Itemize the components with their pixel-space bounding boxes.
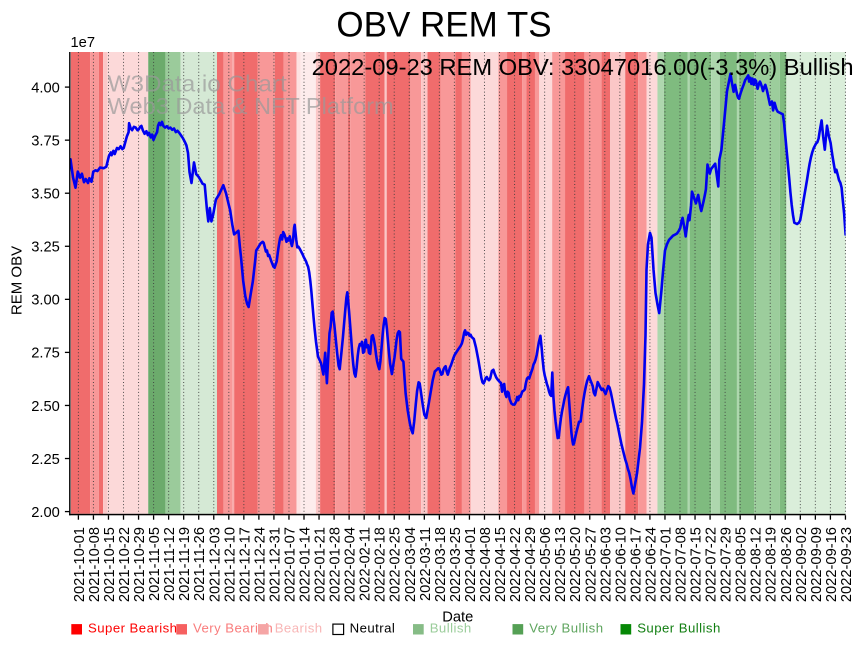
svg-text:2022-09-16: 2022-09-16 [824,527,840,602]
svg-text:2022-01-14: 2022-01-14 [298,527,314,602]
svg-text:2022-03-04: 2022-03-04 [403,527,419,602]
svg-text:2022-02-04: 2022-02-04 [343,527,359,602]
svg-text:2022-03-25: 2022-03-25 [448,527,464,602]
svg-text:Neutral: Neutral [350,621,396,636]
svg-text:2021-11-12: 2021-11-12 [162,527,178,601]
svg-text:2021-12-17: 2021-12-17 [237,527,253,602]
svg-text:2022-05-27: 2022-05-27 [583,527,599,602]
svg-text:2021-11-26: 2021-11-26 [192,527,208,601]
svg-text:2022-04-08: 2022-04-08 [478,527,494,602]
svg-text:Date: Date [442,609,473,625]
svg-text:2022-02-11: 2022-02-11 [358,527,374,601]
svg-text:2022-04-01: 2022-04-01 [463,527,479,602]
svg-text:2022-06-10: 2022-06-10 [613,527,629,602]
svg-text:2022-09-23 REM OBV: 33047016.0: 2022-09-23 REM OBV: 33047016.00(-3.3%) B… [312,54,854,80]
svg-text:2022-06-24: 2022-06-24 [643,527,659,602]
svg-text:2022-09-02: 2022-09-02 [794,527,810,602]
svg-text:2022-06-03: 2022-06-03 [598,527,614,602]
svg-text:3.50: 3.50 [31,187,60,203]
svg-text:2022-04-15: 2022-04-15 [493,527,509,602]
svg-text:REM OBV: REM OBV [9,246,26,315]
svg-text:2021-11-19: 2021-11-19 [177,527,193,601]
svg-text:3.25: 3.25 [31,240,60,256]
svg-text:2022-01-07: 2022-01-07 [282,527,298,602]
svg-text:2021-10-01: 2021-10-01 [72,527,88,602]
svg-text:2022-07-22: 2022-07-22 [704,527,720,602]
svg-text:2022-08-05: 2022-08-05 [734,527,750,602]
svg-text:2.00: 2.00 [31,505,60,521]
svg-text:2022-04-29: 2022-04-29 [523,527,539,602]
svg-text:2021-10-29: 2021-10-29 [132,527,148,602]
svg-text:2021-12-03: 2021-12-03 [207,527,223,602]
svg-text:2021-10-08: 2021-10-08 [87,527,103,602]
svg-text:2022-08-26: 2022-08-26 [779,527,795,602]
svg-text:2022-07-01: 2022-07-01 [658,527,674,602]
svg-text:2022-01-28: 2022-01-28 [328,527,344,602]
svg-text:Bearish: Bearish [275,621,323,636]
svg-text:Web3 Data & NFT Platform: Web3 Data & NFT Platform [108,93,394,119]
svg-text:2022-03-18: 2022-03-18 [433,527,449,602]
svg-text:Bullish: Bullish [430,621,472,636]
svg-text:2022-05-13: 2022-05-13 [553,527,569,602]
svg-text:3.75: 3.75 [31,133,60,149]
svg-text:2022-01-21: 2022-01-21 [313,527,329,602]
svg-text:2022-07-08: 2022-07-08 [674,527,690,602]
svg-text:Super Bearish: Super Bearish [88,621,177,636]
svg-text:2022-05-06: 2022-05-06 [538,527,554,602]
svg-text:OBV REM TS: OBV REM TS [336,6,551,45]
svg-text:2021-12-31: 2021-12-31 [267,527,283,602]
svg-text:2022-03-11: 2022-03-11 [418,527,434,601]
svg-text:Very Bearish: Very Bearish [193,621,273,636]
svg-text:2022-08-19: 2022-08-19 [764,527,780,602]
svg-text:2021-12-10: 2021-12-10 [222,527,238,602]
svg-text:2022-02-18: 2022-02-18 [373,527,389,602]
svg-text:2021-10-22: 2021-10-22 [117,527,133,602]
svg-text:3.00: 3.00 [31,293,60,309]
svg-text:2021-10-15: 2021-10-15 [102,527,118,602]
svg-text:2022-09-09: 2022-09-09 [809,527,825,602]
svg-text:4.00: 4.00 [31,80,60,96]
svg-text:2.25: 2.25 [31,452,60,468]
svg-text:2022-07-29: 2022-07-29 [719,527,735,602]
svg-text:2021-11-05: 2021-11-05 [147,527,163,601]
svg-text:2022-04-22: 2022-04-22 [508,527,524,602]
svg-text:2.50: 2.50 [31,399,60,415]
svg-text:2.75: 2.75 [31,346,60,362]
svg-text:Very Bullish: Very Bullish [529,621,603,636]
svg-text:2022-09-23: 2022-09-23 [839,527,855,602]
svg-text:Super Bullish: Super Bullish [637,621,721,636]
svg-text:W3Data.io Chart: W3Data.io Chart [108,71,288,97]
svg-text:1e7: 1e7 [71,35,96,51]
svg-text:2022-07-15: 2022-07-15 [689,527,705,602]
svg-text:2022-02-25: 2022-02-25 [388,527,404,602]
svg-text:2021-12-24: 2021-12-24 [252,527,268,602]
svg-text:2022-08-12: 2022-08-12 [749,527,765,602]
svg-text:2022-05-20: 2022-05-20 [568,527,584,602]
svg-text:2022-06-17: 2022-06-17 [628,527,644,602]
